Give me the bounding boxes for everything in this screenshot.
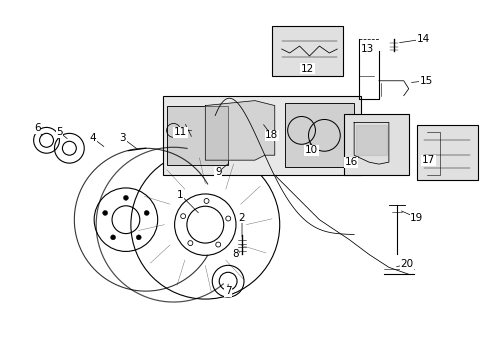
- Text: 9: 9: [214, 167, 221, 177]
- FancyBboxPatch shape: [284, 103, 353, 167]
- Polygon shape: [205, 100, 274, 160]
- FancyBboxPatch shape: [271, 26, 343, 76]
- FancyBboxPatch shape: [344, 113, 408, 175]
- Circle shape: [110, 235, 115, 240]
- Polygon shape: [355, 125, 386, 155]
- Text: 7: 7: [224, 286, 231, 296]
- Text: 15: 15: [419, 76, 432, 86]
- Text: 13: 13: [360, 44, 373, 54]
- Text: 14: 14: [416, 34, 429, 44]
- Text: 12: 12: [300, 64, 313, 74]
- Text: 5: 5: [56, 127, 62, 138]
- Circle shape: [136, 235, 141, 240]
- Text: 17: 17: [421, 155, 434, 165]
- Text: 20: 20: [399, 259, 412, 269]
- Text: 8: 8: [231, 249, 238, 260]
- Text: 18: 18: [264, 130, 278, 140]
- Text: 19: 19: [409, 213, 423, 223]
- Text: 3: 3: [120, 133, 126, 143]
- Circle shape: [102, 211, 107, 215]
- Text: 1: 1: [177, 190, 183, 200]
- Text: 4: 4: [90, 133, 96, 143]
- Text: 2: 2: [238, 213, 245, 223]
- Text: 6: 6: [34, 123, 41, 134]
- Text: 11: 11: [174, 127, 187, 138]
- Circle shape: [123, 195, 128, 201]
- Text: 10: 10: [305, 145, 317, 155]
- Circle shape: [144, 211, 149, 215]
- FancyBboxPatch shape: [166, 105, 228, 165]
- Text: 16: 16: [344, 157, 357, 167]
- FancyBboxPatch shape: [416, 125, 477, 180]
- FancyBboxPatch shape: [163, 96, 360, 175]
